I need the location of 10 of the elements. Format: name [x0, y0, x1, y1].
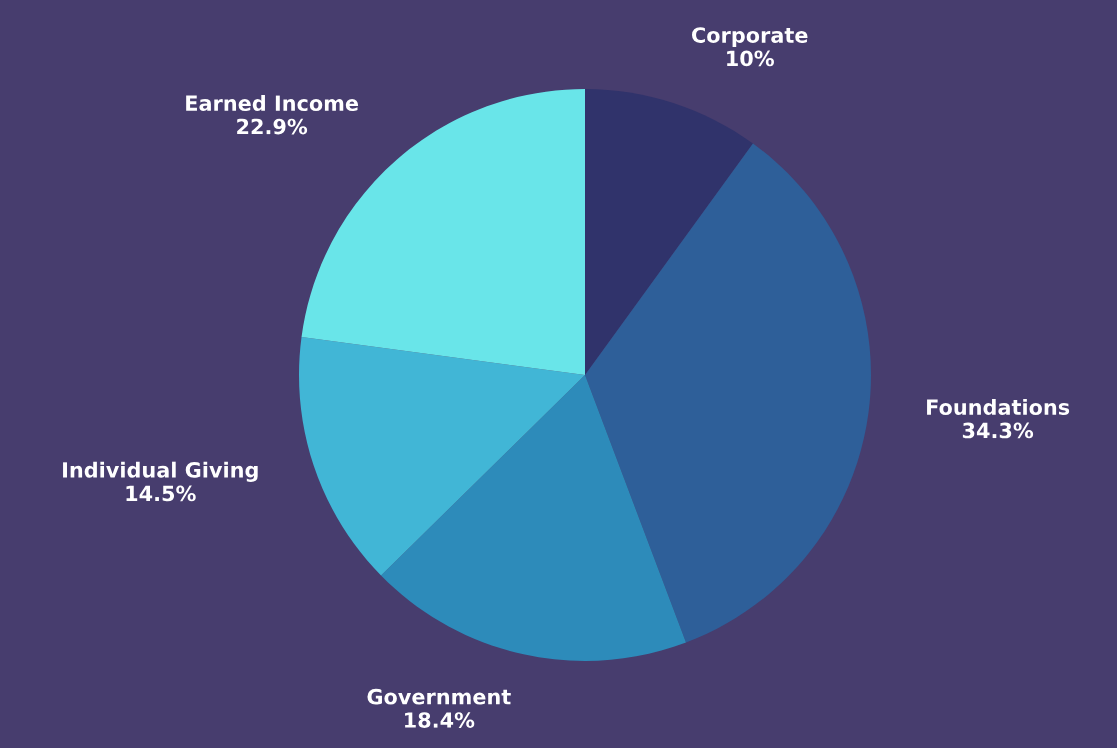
- data-label: 34.3%: [962, 422, 1034, 439]
- data-label: 18.4%: [405, 712, 475, 728]
- slice-label: Earned Income: [186, 94, 359, 112]
- data-label: 14.5%: [126, 485, 196, 502]
- slice-label: Corporate: [691, 27, 808, 47]
- data-label: 22.9%: [237, 118, 308, 135]
- slice-label: Individual Giving: [63, 461, 258, 483]
- data-label: 10%: [727, 50, 774, 67]
- slice-label: Foundations: [927, 398, 1070, 416]
- slice-label: Government: [367, 688, 511, 705]
